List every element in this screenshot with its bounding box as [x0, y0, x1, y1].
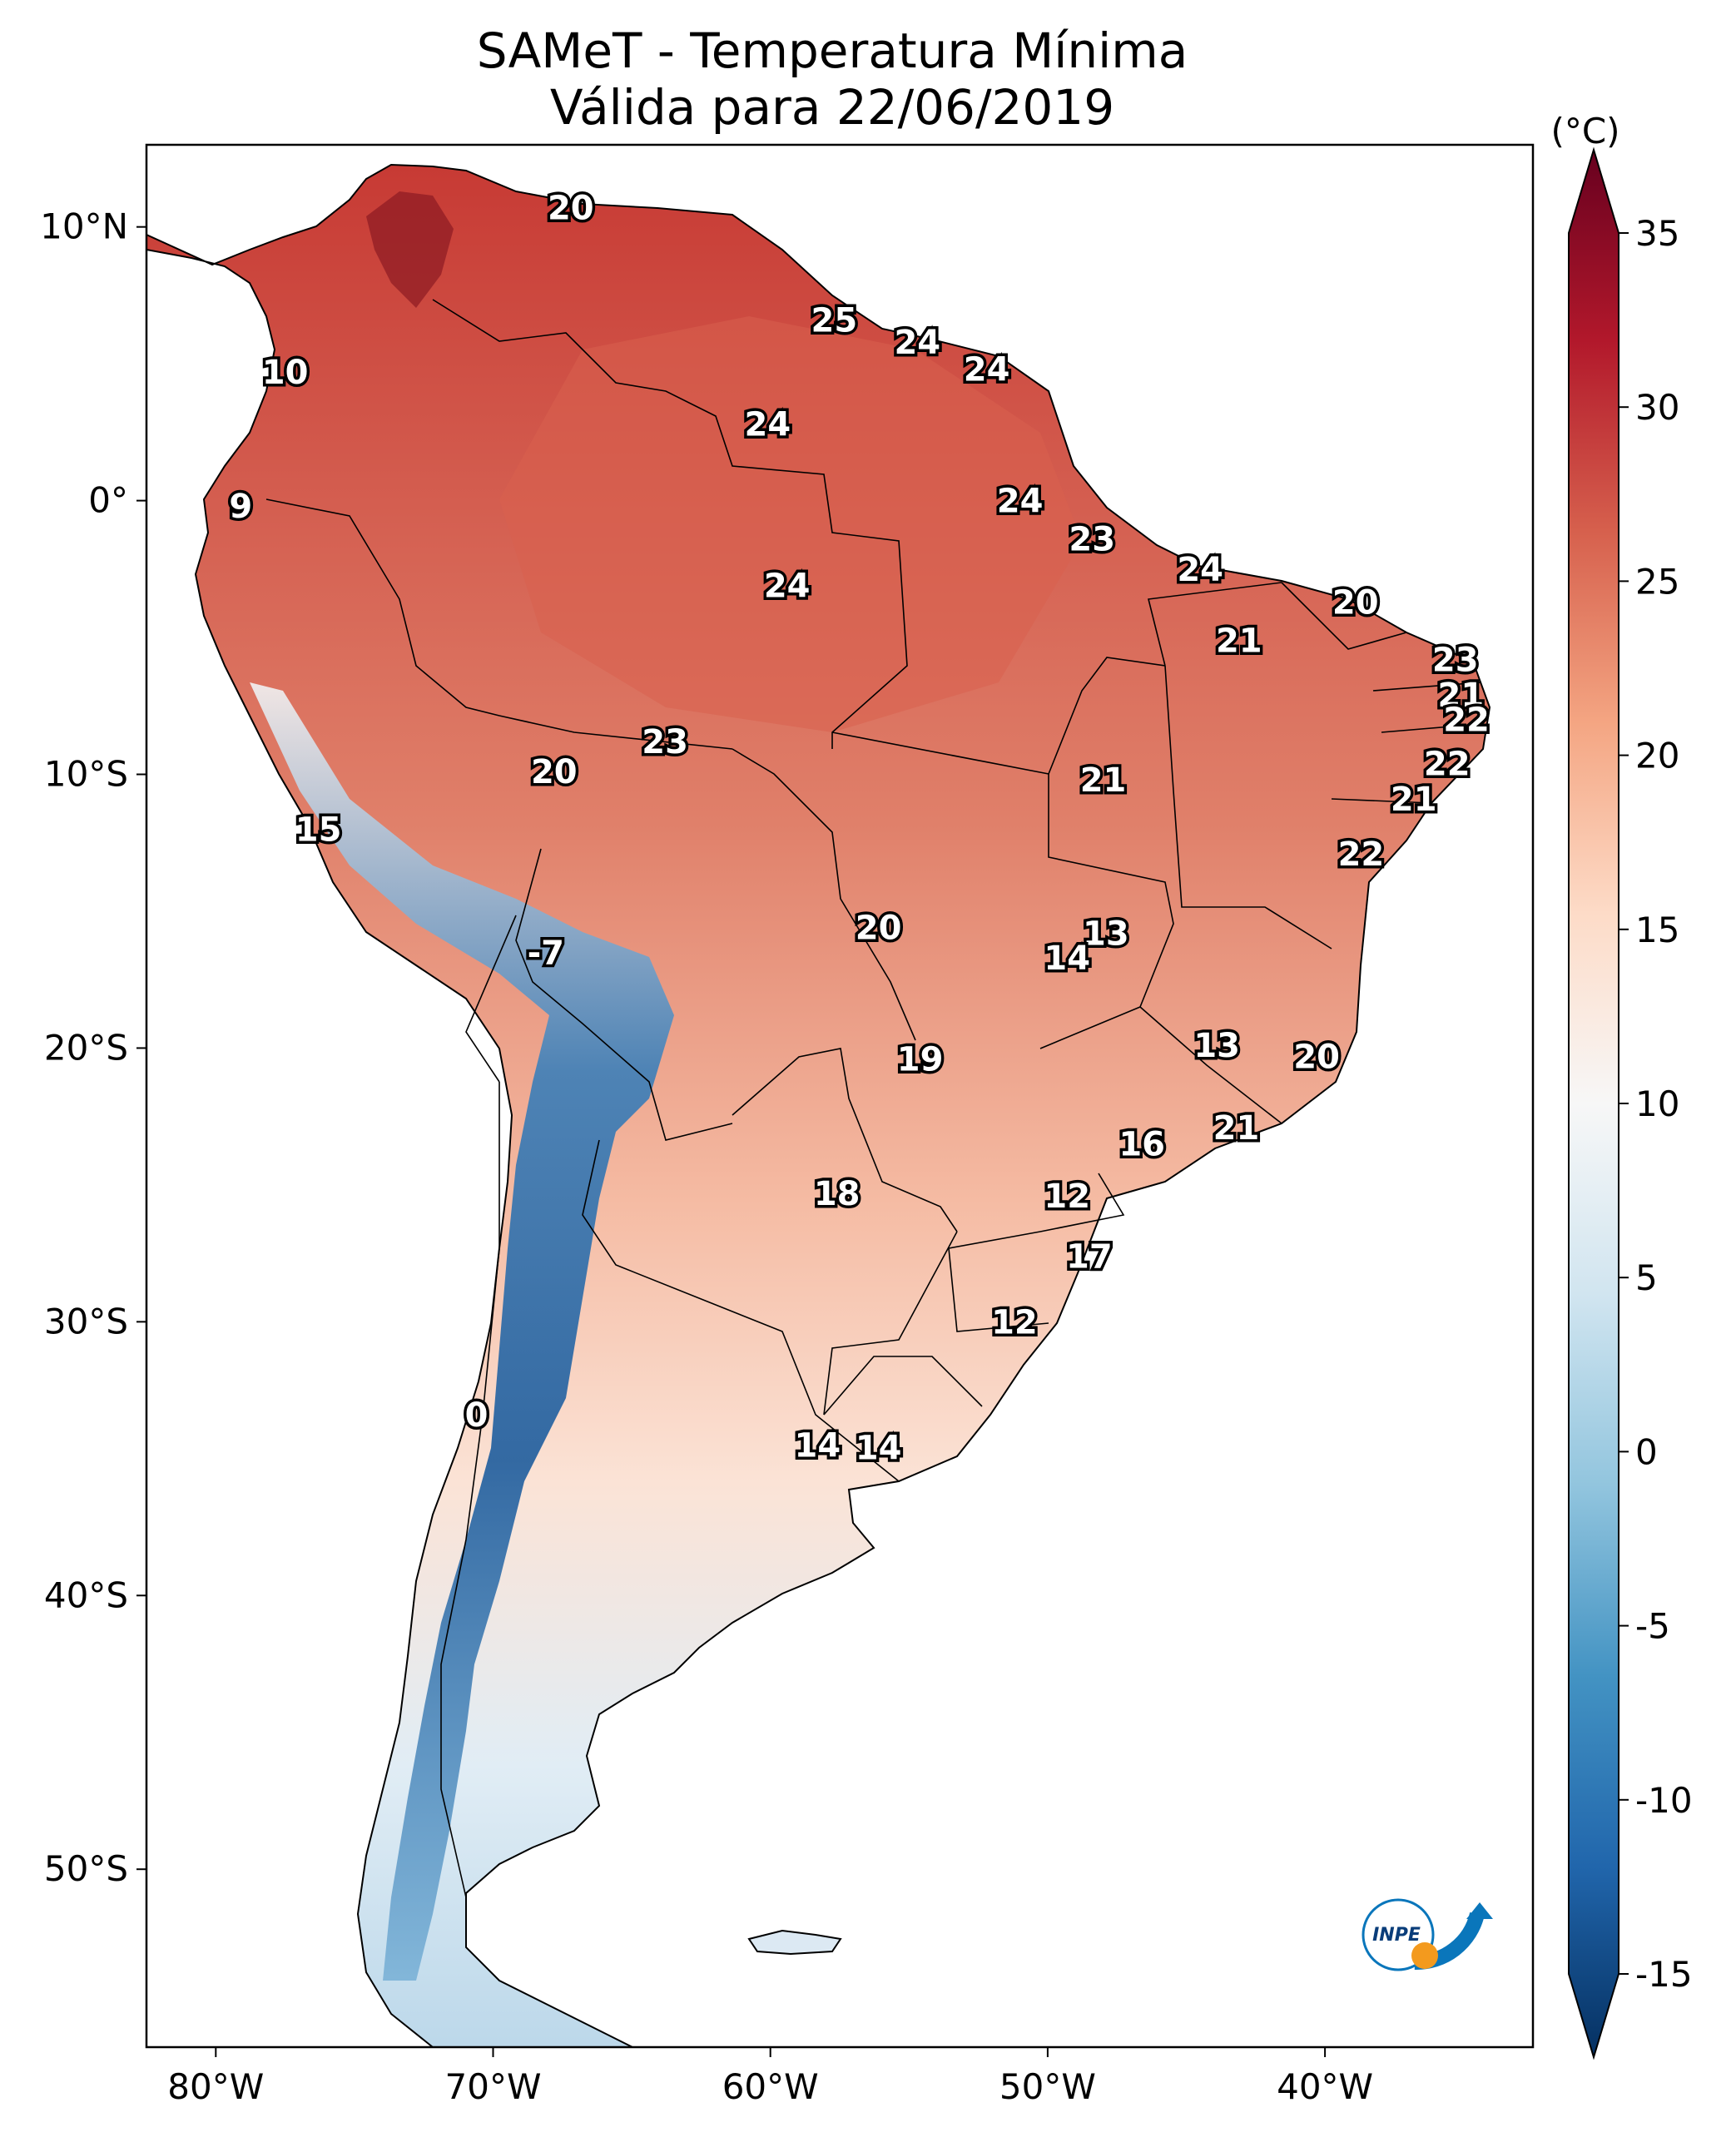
colorbar-tick-label: -10 — [1635, 1780, 1693, 1821]
station-temperature-label: 20 — [1332, 583, 1379, 622]
station-temperature-label: 21 — [1213, 1109, 1260, 1148]
map-frame — [145, 143, 1535, 2049]
inpe-logo-orbit — [1362, 1898, 1435, 1971]
station-temperature-label: 24 — [894, 324, 940, 362]
colorbar-tick-label: 15 — [1635, 910, 1679, 950]
lat-tick-label: 50°S — [44, 1848, 128, 1889]
colorbar-tick-label: 10 — [1635, 1083, 1679, 1124]
station-temperature-label: 15 — [295, 811, 342, 849]
lon-tick-label: 40°W — [1277, 2066, 1373, 2107]
colorbar-tick-label: 0 — [1635, 1431, 1658, 1472]
station-temperature-label: 12 — [1044, 1178, 1090, 1216]
station-temperature-label: 14 — [1044, 940, 1090, 978]
station-temperature-label: 12 — [991, 1303, 1038, 1341]
station-temperature-label: 24 — [745, 405, 791, 444]
station-temperature-label: 10 — [262, 354, 309, 392]
latitude-axis: 10°N 0° 10°S 20°S 30°S 40°S 50°S — [40, 206, 146, 1889]
lat-tick-label: 0° — [88, 480, 128, 521]
colorbar-tick-label: 35 — [1635, 213, 1679, 254]
lat-tick-label: 10°S — [44, 754, 128, 795]
station-temperature-label: 9 — [229, 488, 252, 526]
station-temperature-label: 20 — [1293, 1038, 1340, 1076]
station-temperature-label: 22 — [1338, 836, 1385, 874]
venezuela-warm-core — [366, 191, 454, 308]
map-title-line-2: Válida para 22/06/2019 — [549, 79, 1115, 136]
amazon-warm-core — [499, 316, 1082, 732]
lon-tick-label: 60°W — [722, 2066, 819, 2107]
station-temperature-label: 22 — [1443, 702, 1490, 740]
lat-tick-label: 30°S — [44, 1301, 128, 1341]
lon-tick-label: 50°W — [999, 2066, 1096, 2107]
station-temperature-label: 16 — [1118, 1126, 1165, 1164]
colorbar-ticks: 35 30 25 20 15 10 5 0 -5 -10 -15 — [1619, 213, 1693, 1995]
station-temperature-label: 24 — [764, 568, 811, 606]
station-temperature-label: 13 — [1193, 1027, 1240, 1065]
inpe-logo-text: INPE — [1372, 1925, 1421, 1946]
falkland-islands — [747, 1929, 842, 1956]
station-temperature-label: -7 — [528, 934, 564, 972]
colorbar-tick-label: -15 — [1635, 1954, 1693, 1995]
station-temperature-label: 20 — [548, 190, 594, 228]
station-temperature-label: 18 — [814, 1175, 861, 1213]
lon-tick-label: 70°W — [445, 2066, 542, 2107]
colorbar-tick-label: -5 — [1635, 1606, 1670, 1647]
andes-cold-band — [250, 682, 674, 1981]
station-temperature-label: 13 — [1083, 915, 1129, 953]
station-temperature-label: 23 — [1432, 641, 1479, 679]
station-temperature-label: 22 — [1424, 745, 1471, 783]
inpe-logo-arrowhead — [1466, 1902, 1493, 1919]
lat-tick-label: 40°S — [44, 1574, 128, 1615]
station-temperature-label: 23 — [1069, 521, 1115, 559]
station-temperature-label: 24 — [997, 483, 1044, 521]
station-temperature-label: 17 — [1066, 1237, 1113, 1276]
colorbar-tick-label: 25 — [1635, 561, 1679, 602]
station-temperature-label: 24 — [964, 351, 1010, 389]
station-temperature-label: 25 — [811, 302, 858, 340]
station-temperature-label: 24 — [1177, 551, 1223, 589]
inpe-logo: INPE — [1362, 1898, 1493, 1971]
station-temperature-label: 19 — [897, 1041, 944, 1079]
map-title-line-1: SAMeT - Temperatura Mínima — [476, 22, 1188, 79]
colorbar-tick-label: 30 — [1635, 387, 1679, 428]
station-temperature-label: 20 — [531, 753, 578, 791]
station-temperature-label: 14 — [856, 1430, 902, 1468]
station-temperature-label: 23 — [642, 723, 688, 761]
station-temperature-label: 14 — [795, 1426, 841, 1465]
station-temperature-label: 21 — [1080, 761, 1127, 800]
inpe-logo-sun — [1411, 1942, 1438, 1969]
station-temperature-label: 21 — [1216, 622, 1262, 660]
colorbar-tick-label: 20 — [1635, 736, 1679, 776]
station-temperature-label: 21 — [1438, 677, 1485, 715]
station-temperature-label: 21 — [1391, 781, 1437, 819]
lat-tick-label: 20°S — [44, 1027, 128, 1068]
lat-tick-label: 10°N — [40, 206, 128, 247]
country-borders — [265, 299, 1482, 1898]
colorbar-body — [1568, 146, 1619, 2060]
longitude-axis: 80°W 70°W 60°W 50°W 40°W — [167, 2047, 1373, 2107]
colorbar: (°C) 35 30 25 20 15 10 5 0 -5 -10 -15 — [1550, 111, 1693, 2060]
station-temperature-label: 0 — [465, 1396, 489, 1435]
station-temperature-label: 20 — [856, 910, 902, 948]
colorbar-unit: (°C) — [1550, 111, 1619, 151]
lon-tick-label: 80°W — [167, 2066, 264, 2107]
colorbar-tick-label: 5 — [1635, 1257, 1658, 1298]
